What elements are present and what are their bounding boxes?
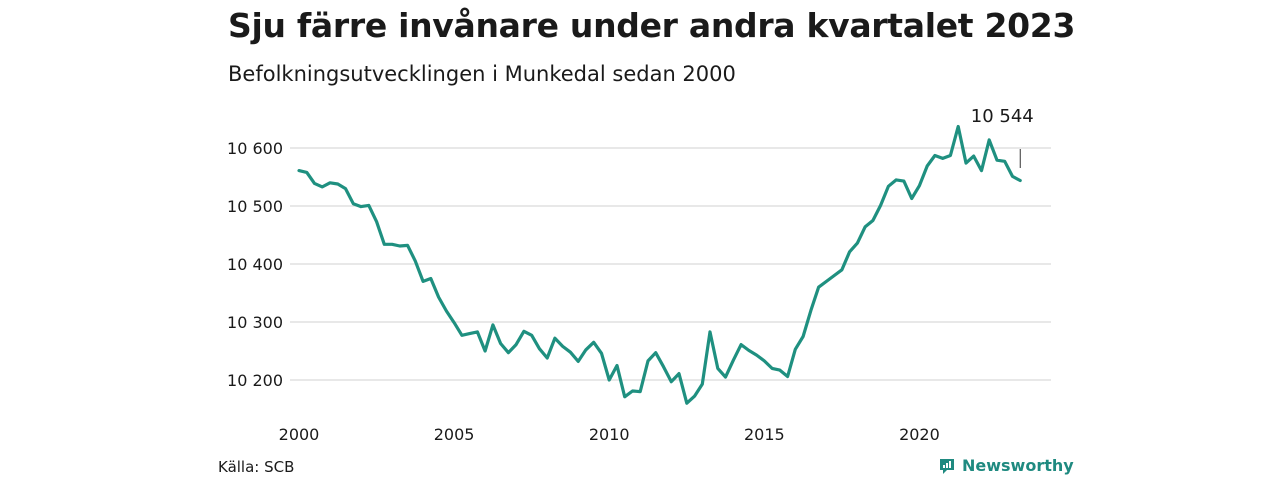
brand-logo: Newsworthy — [938, 456, 1074, 475]
y-tick-label: 10 500 — [227, 197, 283, 216]
x-tick-label: 2010 — [589, 425, 630, 444]
grid-layer — [290, 147, 1051, 381]
newsworthy-logo-icon — [940, 458, 954, 474]
y-tick-label: 10 600 — [227, 139, 283, 158]
chart-title: Sju färre invånare under andra kvartalet… — [228, 6, 1076, 45]
annotation-label: 10 544 — [971, 106, 1034, 127]
x-tick-label: 2000 — [279, 425, 320, 444]
x-axis-ticks: 2000 2005 2010 2015 2020 — [279, 425, 940, 444]
x-tick-label: 2005 — [434, 425, 475, 444]
chart-subtitle: Befolkningsutvecklingen i Munkedal sedan… — [228, 62, 736, 86]
y-tick-label: 10 400 — [227, 255, 283, 274]
y-tick-label: 10 200 — [227, 371, 283, 390]
brand-name: Newsworthy — [962, 456, 1074, 475]
x-tick-label: 2015 — [744, 425, 785, 444]
series-line-population — [297, 124, 1022, 405]
x-tick-label: 2020 — [899, 425, 940, 444]
source-note: Källa: SCB — [218, 458, 295, 476]
y-axis-ticks: 10 200 10 300 10 400 10 500 10 600 — [227, 139, 283, 390]
y-tick-label: 10 300 — [227, 313, 283, 332]
